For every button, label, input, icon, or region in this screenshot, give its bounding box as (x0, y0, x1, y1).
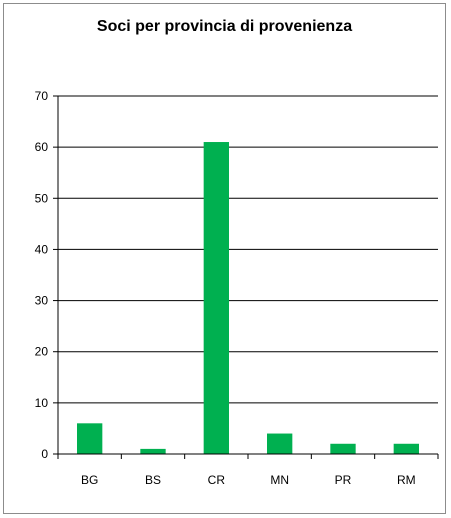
y-tick-label: 30 (35, 294, 49, 308)
bar-bs (140, 448, 166, 454)
x-tick-label: RM (397, 473, 416, 487)
bar-mn (267, 433, 293, 454)
bar-rm (393, 443, 419, 454)
bar-bg (77, 423, 103, 454)
x-tick-label: CR (208, 473, 226, 487)
bar-pr (330, 443, 356, 454)
x-tick-label: BG (81, 473, 98, 487)
y-tick-label: 60 (35, 140, 49, 154)
y-tick-label: 20 (35, 345, 49, 359)
x-tick-label: MN (270, 473, 289, 487)
bar-cr (203, 142, 229, 454)
x-tick-label: PR (335, 473, 352, 487)
y-tick-label: 10 (35, 396, 49, 410)
y-tick-label: 50 (35, 191, 49, 205)
x-tick-label: BS (145, 473, 161, 487)
y-tick-label: 0 (41, 447, 48, 461)
y-tick-label: 40 (35, 242, 49, 256)
y-tick-label: 70 (35, 89, 49, 103)
chart-title: Soci per provincia di provenienza (96, 18, 353, 35)
